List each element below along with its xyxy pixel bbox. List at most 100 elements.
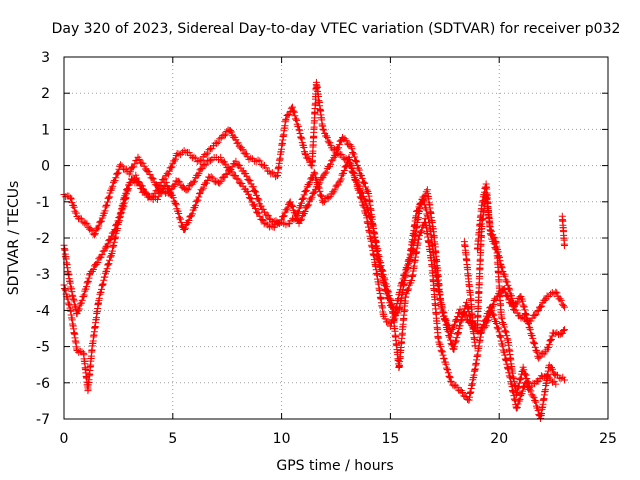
data-point (286, 220, 294, 228)
data-point (96, 218, 104, 226)
data-point (104, 198, 112, 206)
data-point (145, 168, 153, 176)
data-point (553, 289, 561, 297)
data-point (101, 207, 109, 215)
data-point (519, 301, 527, 309)
data-point (522, 311, 530, 319)
data-point (499, 319, 507, 327)
data-point (300, 191, 308, 199)
data-point (380, 279, 388, 287)
y-tick-label: -5 (36, 340, 50, 356)
data-point (305, 201, 313, 209)
data-point (245, 155, 253, 163)
data-point (517, 314, 525, 322)
data-point (513, 388, 521, 396)
data-point (450, 321, 458, 329)
data-point (560, 242, 568, 250)
data-point (280, 212, 288, 220)
data-point (76, 214, 84, 222)
data-point (532, 311, 540, 319)
data-point (403, 265, 411, 273)
x-tick-label: 20 (490, 431, 508, 447)
data-point (97, 288, 105, 296)
data-point (374, 255, 382, 263)
data-point (545, 341, 553, 349)
data-point (500, 323, 508, 331)
data-point (88, 227, 96, 235)
data-point (402, 290, 410, 298)
data-point (338, 171, 346, 179)
data-point (130, 163, 138, 171)
data-point (490, 240, 498, 248)
data-point (91, 230, 99, 238)
data-point (552, 380, 560, 388)
data-point (161, 175, 169, 183)
data-point (529, 392, 537, 400)
x-axis-label: GPS time / hours (276, 458, 393, 474)
data-point (452, 337, 460, 345)
data-point (337, 175, 345, 183)
y-axis-label: SDTVAR / TECUs (6, 181, 22, 296)
data-point (80, 292, 88, 300)
data-point (493, 323, 501, 331)
data-point (539, 349, 547, 357)
data-point (107, 253, 115, 261)
data-point (531, 340, 539, 348)
data-point (513, 404, 521, 412)
data-point (297, 216, 305, 224)
data-point (404, 263, 412, 271)
data-point (320, 198, 328, 206)
data-point (502, 357, 510, 365)
data-point (437, 343, 445, 351)
data-point (553, 329, 561, 337)
data-point (175, 209, 183, 217)
x-tick-label: 15 (381, 431, 399, 447)
data-point (214, 138, 222, 146)
data-point (512, 306, 520, 314)
chart-title: Day 320 of 2023, Sidereal Day-to-day VTE… (52, 21, 621, 37)
data-point (217, 153, 225, 161)
data-point (530, 394, 538, 402)
data-point (234, 175, 242, 183)
data-point (322, 132, 330, 140)
data-point (353, 178, 361, 186)
data-point (534, 407, 542, 415)
data-point (98, 285, 106, 293)
data-point (262, 164, 270, 172)
data-point (117, 161, 125, 169)
data-point (547, 335, 555, 343)
data-point (519, 297, 527, 305)
data-point (95, 222, 103, 230)
data-point (464, 304, 472, 312)
data-point (361, 183, 369, 191)
data-point (249, 183, 257, 191)
data-point (536, 353, 544, 361)
data-point (324, 137, 332, 145)
data-point (335, 141, 343, 149)
data-point (300, 194, 308, 202)
data-point (334, 181, 342, 189)
data-point (444, 369, 452, 377)
data-point (314, 182, 322, 190)
data-point (533, 348, 541, 356)
data-point (450, 382, 458, 390)
data-point (309, 189, 317, 197)
data-point (103, 265, 111, 273)
data-point (522, 371, 530, 379)
data-point (99, 280, 107, 288)
data-point (177, 215, 185, 223)
data-point (531, 343, 539, 351)
data-point (288, 103, 296, 111)
data-point (515, 397, 523, 405)
data-point (446, 333, 454, 341)
data-point (514, 384, 522, 392)
data-point (422, 206, 430, 214)
data-point (487, 303, 495, 311)
data-point (196, 157, 204, 165)
data-point (384, 294, 392, 302)
data-point (506, 286, 514, 294)
data-point (245, 190, 253, 198)
data-point (75, 307, 83, 315)
data-point (520, 366, 528, 374)
data-point (521, 310, 529, 318)
